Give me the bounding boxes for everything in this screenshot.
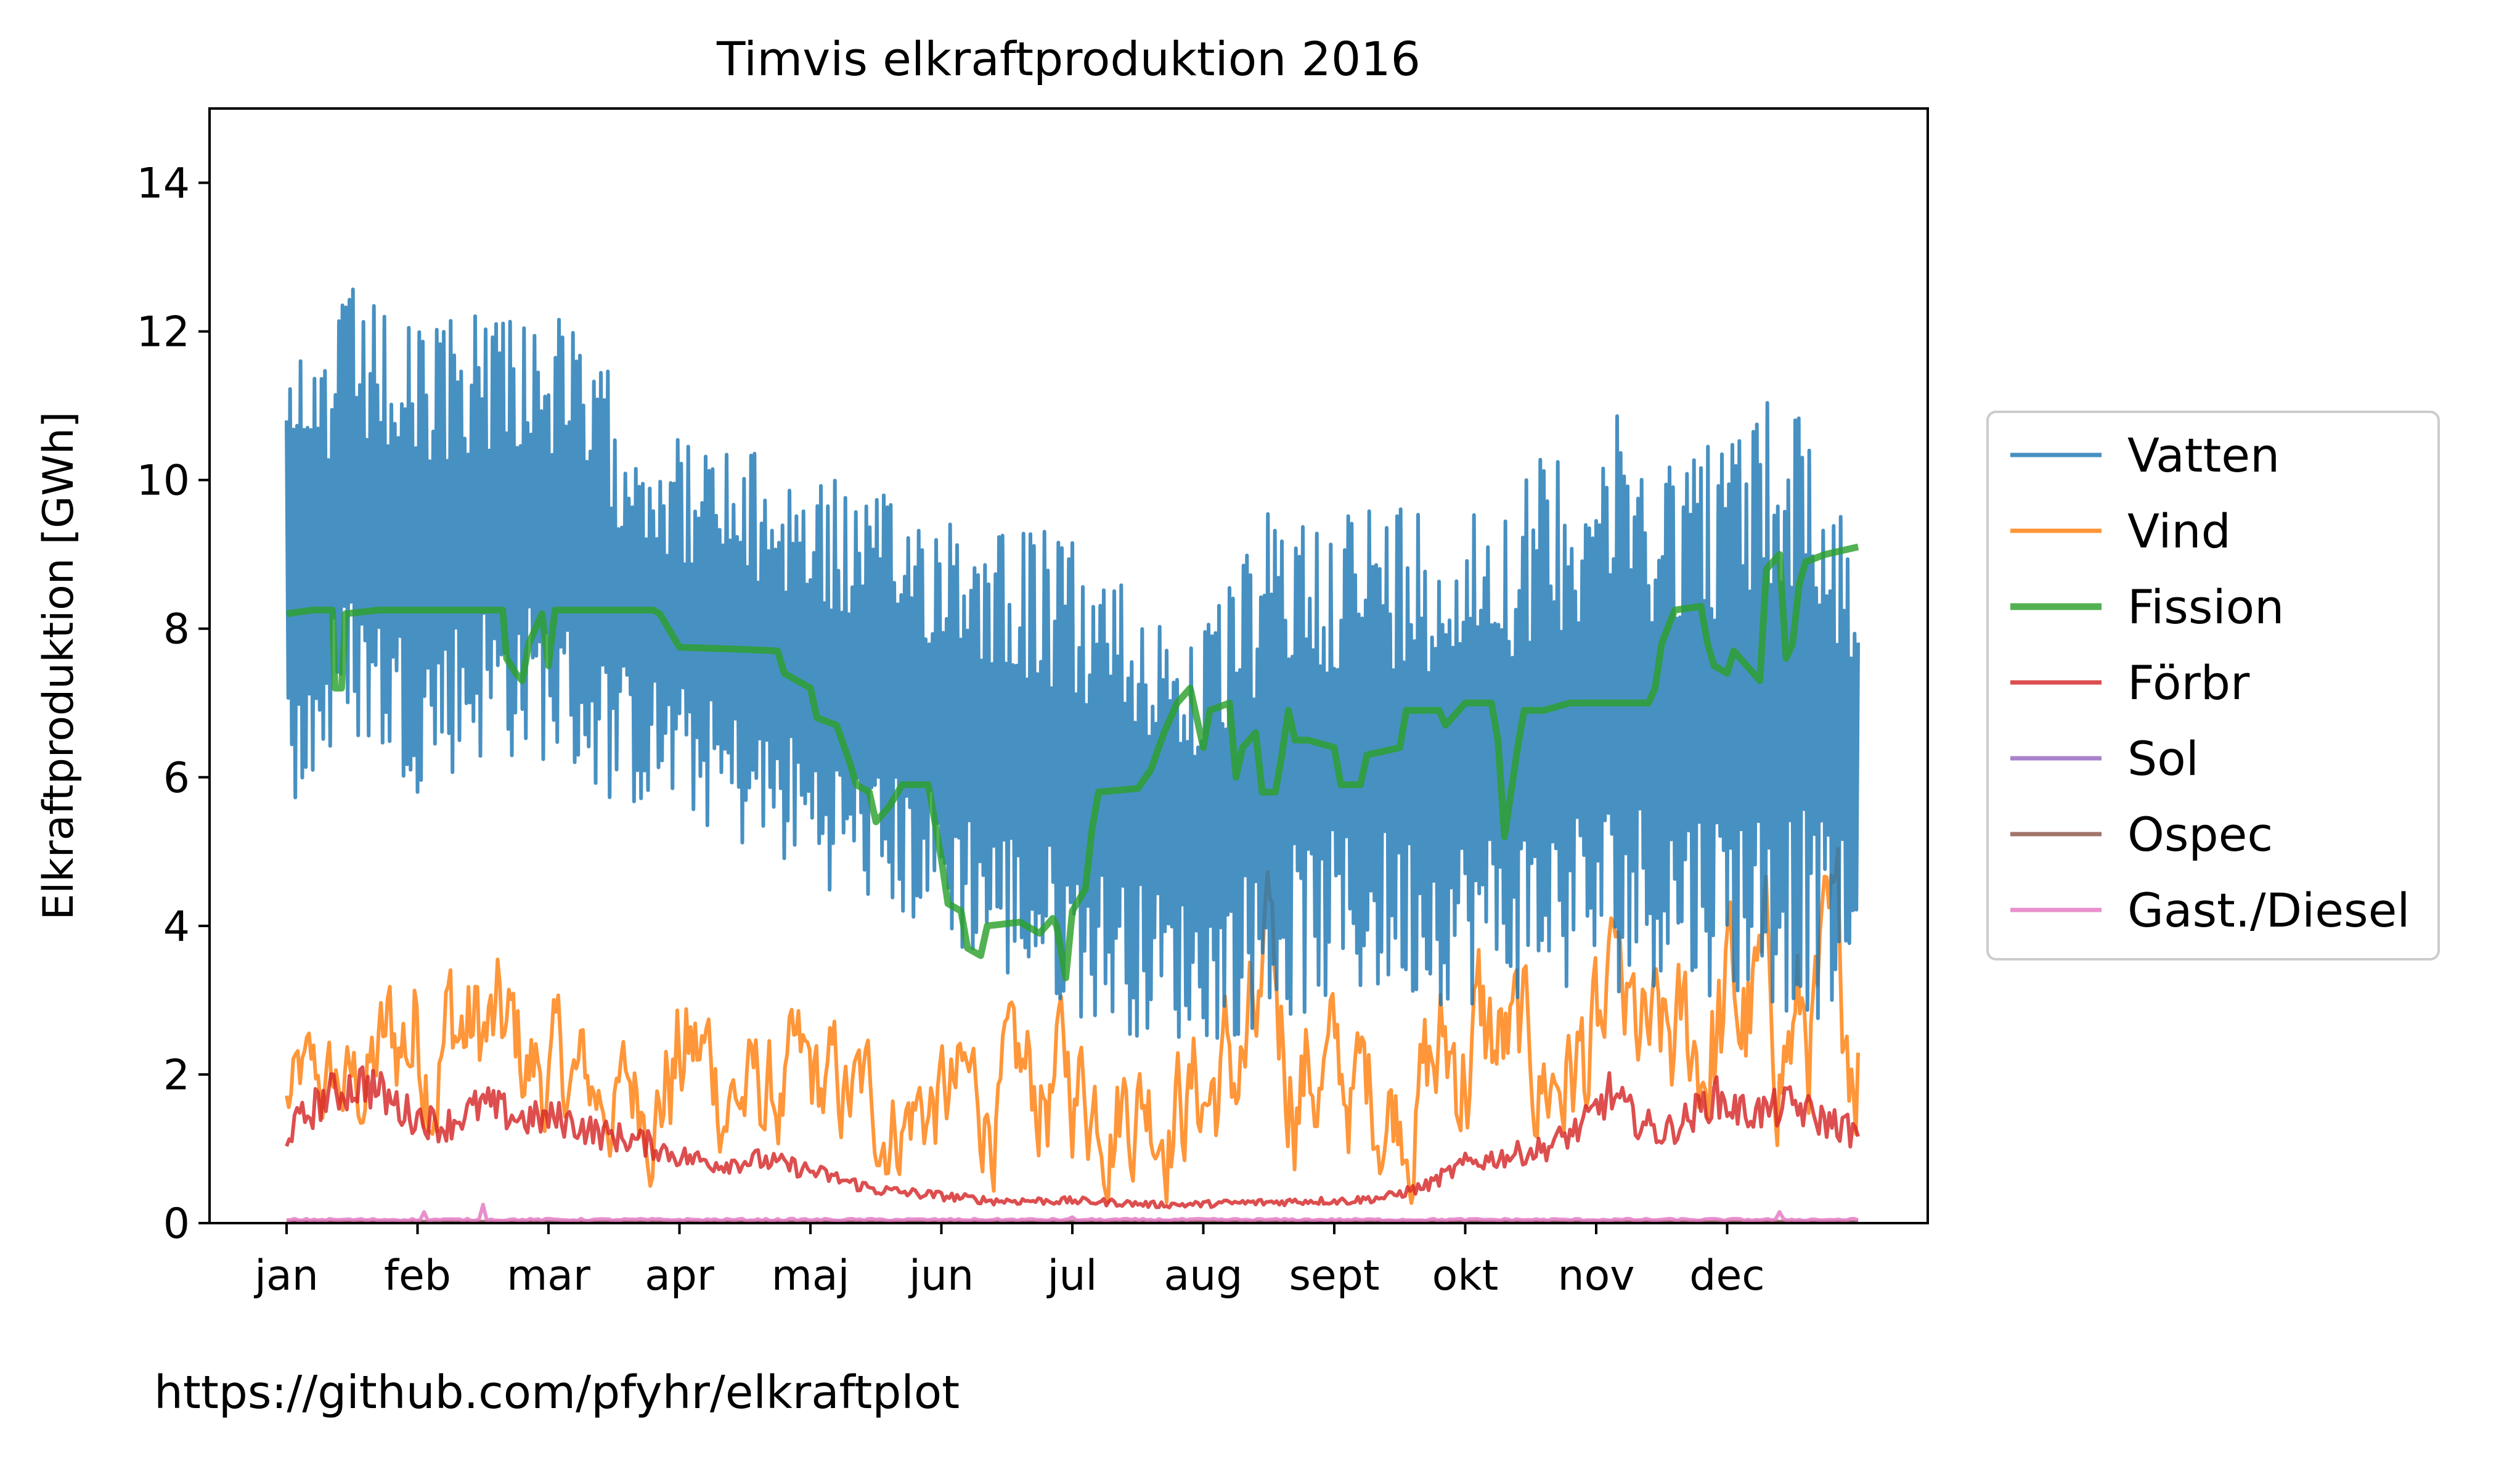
- y-tick-label: 12: [136, 308, 190, 357]
- x-tick-label-apr: apr: [645, 1251, 714, 1300]
- y-tick-label: 8: [163, 605, 190, 654]
- source-url-text: https://github.com/pfyhr/elkraftplot: [154, 1366, 960, 1419]
- y-tick-label: 0: [163, 1200, 190, 1248]
- y-axis-label: Elkraftproduktion [GWh]: [35, 411, 83, 920]
- legend: Vatten Vind Fission Förbr Sol Ospec Gast./Dies…: [1986, 411, 2440, 960]
- series-layer: [285, 287, 1860, 1223]
- x-axis: jan feb mar apr maj jun jul aug sept okt nov dec: [253, 1223, 1765, 1300]
- x-tick-label-nov: nov: [1558, 1251, 1635, 1300]
- y-axis: 0 2 4 6 8 10 12 14: [136, 160, 210, 1248]
- series-line-f-rbr: [285, 1065, 1860, 1210]
- legend-label: Förbr: [2127, 655, 2250, 710]
- x-tick-label-feb: feb: [384, 1251, 451, 1300]
- legend-label: Fission: [2127, 580, 2284, 634]
- x-tick-label-mar: mar: [507, 1251, 590, 1300]
- y-tick-label: 6: [163, 754, 190, 803]
- x-tick-label-okt: okt: [1432, 1251, 1499, 1300]
- legend-label: Vatten: [2127, 428, 2280, 483]
- legend-label: Sol: [2127, 731, 2199, 786]
- legend-label: Ospec: [2127, 807, 2273, 862]
- y-tick-label: 4: [163, 903, 190, 951]
- legend-box: [1986, 411, 2440, 960]
- y-tick-label: 10: [136, 457, 190, 506]
- series-line-fission: [286, 543, 1859, 981]
- x-tick-label-maj: maj: [772, 1251, 850, 1300]
- x-tick-label-jun: jun: [908, 1251, 974, 1300]
- legend-label: Vind: [2127, 504, 2231, 559]
- y-tick-label: 14: [136, 160, 190, 208]
- y-tick-label: 2: [163, 1051, 190, 1100]
- x-tick-label-jul: jul: [1046, 1251, 1098, 1300]
- legend-label: Gast./Diesel: [2127, 883, 2410, 938]
- x-tick-label-jan: jan: [253, 1251, 319, 1300]
- chart-title: Timvis elkraftproduktion 2016: [716, 31, 1421, 86]
- x-tick-label-aug: aug: [1164, 1251, 1243, 1300]
- x-tick-label-sept: sept: [1289, 1251, 1379, 1300]
- plot-area-frame: [208, 107, 1929, 1224]
- series-line-gast-diesel: [286, 1202, 1859, 1223]
- series-line-vatten: [285, 287, 1860, 1040]
- series-line-vind: [285, 846, 1860, 1205]
- x-tick-label-dec: dec: [1689, 1251, 1764, 1300]
